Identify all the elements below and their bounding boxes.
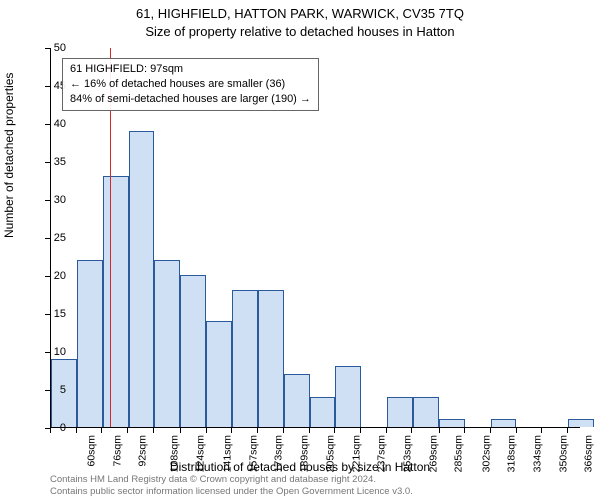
y-tick-mark [45, 352, 50, 353]
chart-subtitle: Size of property relative to detached ho… [0, 24, 600, 39]
x-tick-mark [50, 428, 51, 433]
y-tick-label: 50 [54, 42, 66, 54]
x-tick-mark [567, 428, 568, 433]
x-tick-mark [206, 428, 207, 433]
y-tick-mark [45, 390, 50, 391]
y-tick-mark [45, 48, 50, 49]
y-tick-mark [45, 124, 50, 125]
x-tick-mark [257, 428, 258, 433]
x-tick-mark [464, 428, 465, 433]
histogram-bar [439, 419, 465, 427]
y-tick-label: 35 [54, 156, 66, 168]
x-tick-mark [334, 428, 335, 433]
histogram-bar [103, 176, 129, 427]
x-tick-mark [411, 428, 412, 433]
x-tick-mark [541, 428, 542, 433]
histogram-bar [258, 290, 284, 427]
x-tick-mark [76, 428, 77, 433]
y-tick-label: 15 [54, 308, 66, 320]
x-tick-mark [516, 428, 517, 433]
histogram-bar [77, 260, 103, 427]
y-tick-mark [45, 162, 50, 163]
x-axis-label: Distribution of detached houses by size … [0, 460, 600, 474]
x-tick-mark [490, 428, 491, 433]
y-tick-mark [45, 314, 50, 315]
x-tick-mark [101, 428, 102, 433]
footer-line-2: Contains public sector information licen… [50, 486, 413, 498]
footer-line-1: Contains HM Land Registry data © Crown c… [50, 474, 413, 486]
x-tick-mark [231, 428, 232, 433]
y-tick-label: 25 [54, 232, 66, 244]
annotation-line-3: 84% of semi-detached houses are larger (… [70, 92, 311, 107]
annotation-line-1: 61 HIGHFIELD: 97sqm [70, 62, 311, 77]
x-tick-mark [439, 428, 440, 433]
annotation-line-2: ← 16% of detached houses are smaller (36… [70, 77, 311, 92]
x-tick-mark [386, 428, 387, 433]
x-tick-mark [180, 428, 181, 433]
histogram-bar [232, 290, 258, 427]
y-tick-label: 5 [60, 384, 66, 396]
x-tick-mark [127, 428, 128, 433]
chart-container: 61, HIGHFIELD, HATTON PARK, WARWICK, CV3… [0, 0, 600, 500]
histogram-bar [310, 397, 336, 427]
histogram-bar [335, 366, 361, 427]
histogram-bar [284, 374, 310, 427]
y-tick-label: 30 [54, 194, 66, 206]
histogram-bar [180, 275, 206, 427]
y-tick-label: 10 [54, 346, 66, 358]
x-tick-mark [153, 428, 154, 433]
histogram-bar [206, 321, 232, 427]
y-tick-mark [45, 276, 50, 277]
y-axis-label: Number of detached properties [2, 73, 16, 238]
y-tick-label: 20 [54, 270, 66, 282]
annotation-box: 61 HIGHFIELD: 97sqm ← 16% of detached ho… [62, 58, 319, 111]
chart-title-address: 61, HIGHFIELD, HATTON PARK, WARWICK, CV3… [0, 6, 600, 21]
y-tick-mark [45, 238, 50, 239]
histogram-bar [568, 419, 594, 427]
histogram-bar [154, 260, 180, 427]
histogram-bar [491, 419, 517, 427]
y-tick-mark [45, 86, 50, 87]
y-tick-mark [45, 200, 50, 201]
y-tick-label: 40 [54, 118, 66, 130]
histogram-bar [387, 397, 413, 427]
y-tick-label: 0 [60, 422, 66, 434]
footer-attribution: Contains HM Land Registry data © Crown c… [50, 474, 413, 498]
histogram-bar [413, 397, 439, 427]
x-tick-mark [283, 428, 284, 433]
x-tick-mark [309, 428, 310, 433]
histogram-bar [129, 131, 155, 427]
x-tick-mark [360, 428, 361, 433]
